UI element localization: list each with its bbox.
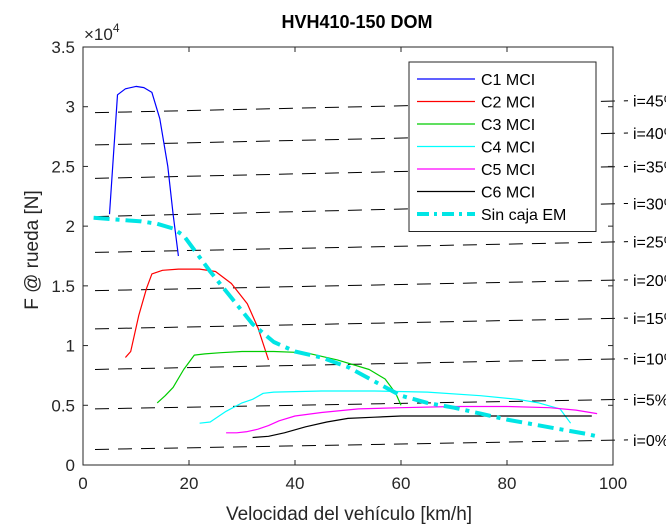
legend-label: C1 MCI: [481, 72, 535, 89]
axes-box: [82, 46, 614, 466]
y-tick-label: 0.5: [51, 396, 75, 415]
series-layer: [93, 85, 598, 439]
legend-label: C3 MCI: [481, 117, 535, 134]
legend-label: C5 MCI: [481, 162, 535, 179]
y-tick-label: 1: [66, 337, 75, 356]
y-axis-label: F @ rueda [N]: [22, 190, 43, 310]
grade-line: [94, 398, 629, 410]
series-line: [156, 350, 402, 406]
grade-label: i=20%: [633, 273, 666, 290]
grade-line: [94, 317, 629, 330]
y-tick-label: 1.5: [51, 277, 75, 296]
legend-label: C4 MCI: [481, 140, 535, 157]
grade-label: i=5%: [633, 392, 666, 409]
series-line: [124, 268, 270, 361]
x-tick-label: 100: [599, 474, 627, 493]
y-tick-label: 0: [66, 456, 75, 475]
y-tick-label: 2.5: [51, 157, 75, 176]
legend-label: Sin caja EM: [481, 207, 566, 224]
y-multiplier: ×104: [84, 21, 120, 44]
x-tick-label: 0: [78, 474, 87, 493]
grade-line: [94, 358, 629, 370]
y-tick-label: 2: [66, 217, 75, 236]
y-multiplier-exponent: 4: [113, 21, 120, 35]
x-axis-label: Velocidad del vehículo [km/h]: [226, 504, 472, 525]
grade-line: [94, 279, 629, 292]
grade-line: [94, 241, 629, 253]
grade-line: [94, 439, 629, 450]
series-line: [199, 390, 572, 424]
legend-label: C2 MCI: [481, 95, 535, 112]
series-line: [252, 415, 592, 439]
grade-label: i=0%: [633, 433, 666, 450]
y-multiplier-base: ×10: [84, 25, 113, 44]
x-tick-label: 40: [286, 474, 305, 493]
x-tick-label: 20: [180, 474, 199, 493]
grade-label: i=15%: [633, 311, 666, 328]
x-tick-label: 80: [498, 474, 517, 493]
grade-label: i=45%: [633, 94, 666, 111]
y-tick-label: 3: [66, 98, 75, 117]
series-line: [108, 85, 179, 257]
y-tick-label: 3.5: [51, 38, 75, 57]
grade-label: i=35%: [633, 159, 666, 176]
grade-label: i=40%: [633, 126, 666, 143]
x-tick-label: 60: [392, 474, 411, 493]
grade-label: i=25%: [633, 235, 666, 252]
grade-lines-layer: i=45% i=40% i=35% i=30% i=25% i=20% i=15% i=10%…: [94, 94, 666, 450]
ticks-layer: 0 20 40 60 80 100 0 0.5 1 1.5 2 2.5 3 3.5: [51, 38, 627, 493]
grade-label: i=30%: [633, 196, 666, 213]
legend-label: C6 MCI: [481, 185, 535, 202]
legend: C1 MCI C2 MCI C3 MCI C4 MCI C5 MCI C6 MCI Sin …: [408, 61, 597, 232]
grade-label: i=10%: [633, 352, 666, 369]
series-line: [93, 215, 598, 439]
chart-title: HVH410-150 DOM: [281, 12, 432, 32]
series-line: [226, 405, 598, 434]
